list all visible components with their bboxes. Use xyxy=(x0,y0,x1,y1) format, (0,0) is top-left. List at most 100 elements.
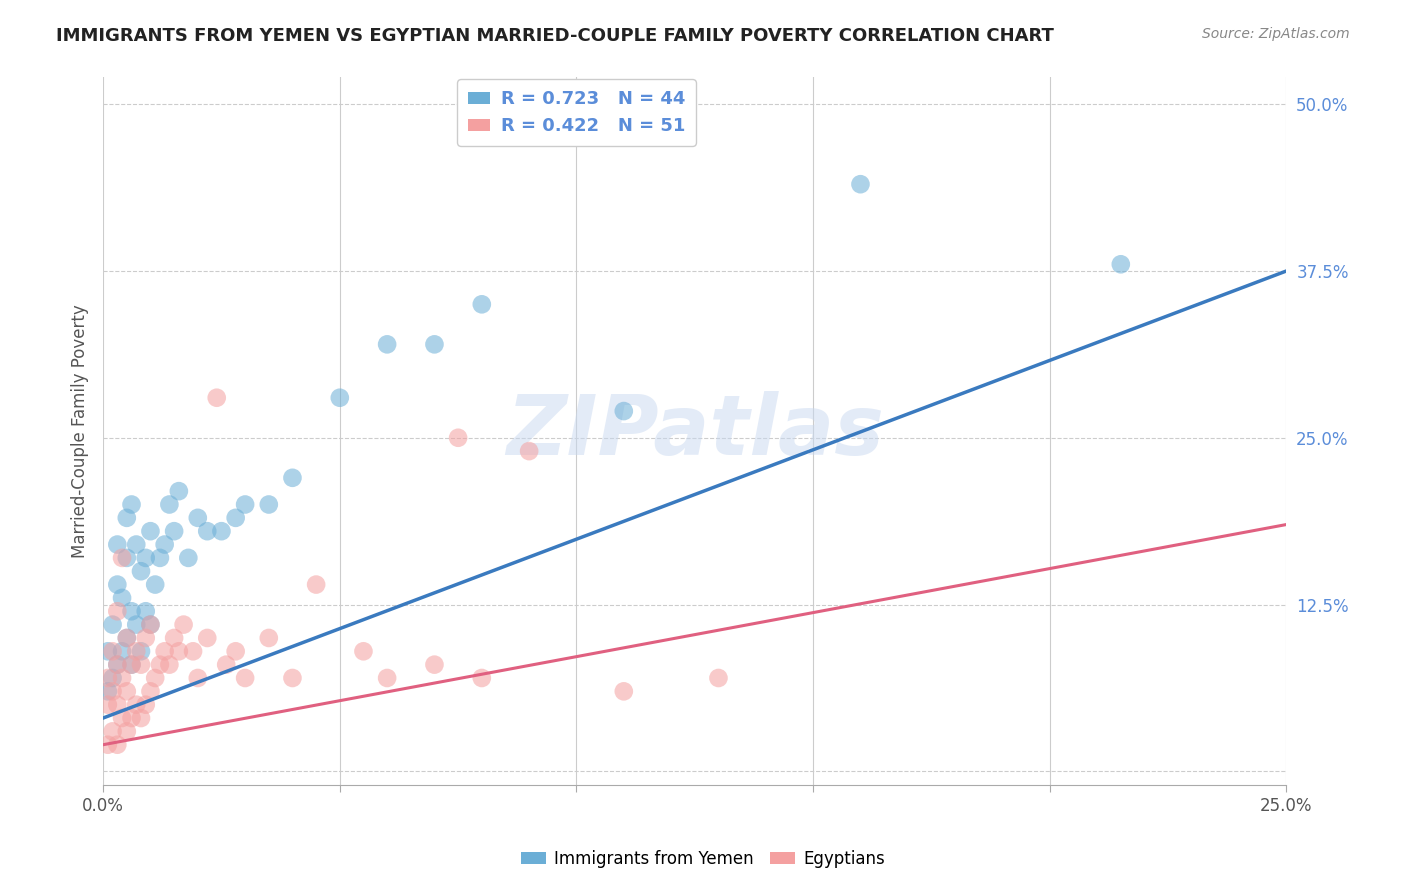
Point xyxy=(225,511,247,525)
Point xyxy=(173,617,195,632)
Point xyxy=(143,671,166,685)
Point xyxy=(101,724,124,739)
Point xyxy=(115,550,138,565)
Point xyxy=(471,297,494,311)
Point xyxy=(97,684,120,698)
Point xyxy=(257,498,280,512)
Point xyxy=(211,524,233,539)
Point xyxy=(121,657,143,672)
Point xyxy=(423,657,446,672)
Point xyxy=(375,337,398,351)
Point xyxy=(115,511,138,525)
Point xyxy=(707,671,730,685)
Point xyxy=(167,484,190,499)
Point xyxy=(281,671,304,685)
Point xyxy=(125,537,148,551)
Point xyxy=(149,657,172,672)
Point xyxy=(447,431,470,445)
Point xyxy=(157,498,180,512)
Legend: R = 0.723   N = 44, R = 0.422   N = 51: R = 0.723 N = 44, R = 0.422 N = 51 xyxy=(457,79,696,146)
Point xyxy=(111,671,134,685)
Text: Source: ZipAtlas.com: Source: ZipAtlas.com xyxy=(1202,27,1350,41)
Point xyxy=(115,631,138,645)
Point xyxy=(135,698,157,712)
Point xyxy=(143,577,166,591)
Point xyxy=(233,671,256,685)
Point xyxy=(353,644,375,658)
Point xyxy=(105,738,128,752)
Point xyxy=(115,631,138,645)
Point xyxy=(181,644,204,658)
Point xyxy=(281,471,304,485)
Point xyxy=(129,711,152,725)
Point xyxy=(305,577,328,591)
Point xyxy=(149,550,172,565)
Point xyxy=(111,550,134,565)
Point xyxy=(157,657,180,672)
Point xyxy=(375,671,398,685)
Point xyxy=(101,617,124,632)
Point xyxy=(613,404,636,418)
Point xyxy=(153,644,176,658)
Point xyxy=(135,550,157,565)
Point xyxy=(129,644,152,658)
Point xyxy=(163,631,186,645)
Point xyxy=(97,644,120,658)
Point xyxy=(121,604,143,618)
Point xyxy=(105,577,128,591)
Point xyxy=(105,698,128,712)
Point xyxy=(257,631,280,645)
Point xyxy=(111,711,134,725)
Point xyxy=(187,511,209,525)
Point xyxy=(115,724,138,739)
Point xyxy=(613,684,636,698)
Point xyxy=(129,564,152,578)
Point xyxy=(849,178,872,192)
Point xyxy=(115,684,138,698)
Point xyxy=(125,617,148,632)
Point xyxy=(121,711,143,725)
Point xyxy=(153,537,176,551)
Point xyxy=(135,631,157,645)
Point xyxy=(167,644,190,658)
Legend: Immigrants from Yemen, Egyptians: Immigrants from Yemen, Egyptians xyxy=(515,844,891,875)
Point xyxy=(517,444,540,458)
Point xyxy=(105,604,128,618)
Point xyxy=(129,657,152,672)
Point xyxy=(97,698,120,712)
Point xyxy=(233,498,256,512)
Text: IMMIGRANTS FROM YEMEN VS EGYPTIAN MARRIED-COUPLE FAMILY POVERTY CORRELATION CHAR: IMMIGRANTS FROM YEMEN VS EGYPTIAN MARRIE… xyxy=(56,27,1054,45)
Point xyxy=(105,657,128,672)
Point xyxy=(195,524,218,539)
Point xyxy=(105,657,128,672)
Point xyxy=(225,644,247,658)
Point xyxy=(215,657,238,672)
Point xyxy=(135,604,157,618)
Point xyxy=(101,644,124,658)
Point xyxy=(1109,257,1132,271)
Point xyxy=(177,550,200,565)
Point xyxy=(139,684,162,698)
Point xyxy=(125,698,148,712)
Point xyxy=(97,738,120,752)
Point xyxy=(111,591,134,605)
Point xyxy=(205,391,228,405)
Point xyxy=(105,537,128,551)
Text: ZIPatlas: ZIPatlas xyxy=(506,391,884,472)
Point xyxy=(121,498,143,512)
Point xyxy=(125,644,148,658)
Point xyxy=(187,671,209,685)
Point xyxy=(195,631,218,645)
Point xyxy=(139,617,162,632)
Point xyxy=(101,671,124,685)
Point xyxy=(111,644,134,658)
Point xyxy=(329,391,352,405)
Point xyxy=(139,617,162,632)
Y-axis label: Married-Couple Family Poverty: Married-Couple Family Poverty xyxy=(72,304,89,558)
Point xyxy=(423,337,446,351)
Point xyxy=(163,524,186,539)
Point xyxy=(97,671,120,685)
Point xyxy=(101,684,124,698)
Point xyxy=(139,524,162,539)
Point xyxy=(121,657,143,672)
